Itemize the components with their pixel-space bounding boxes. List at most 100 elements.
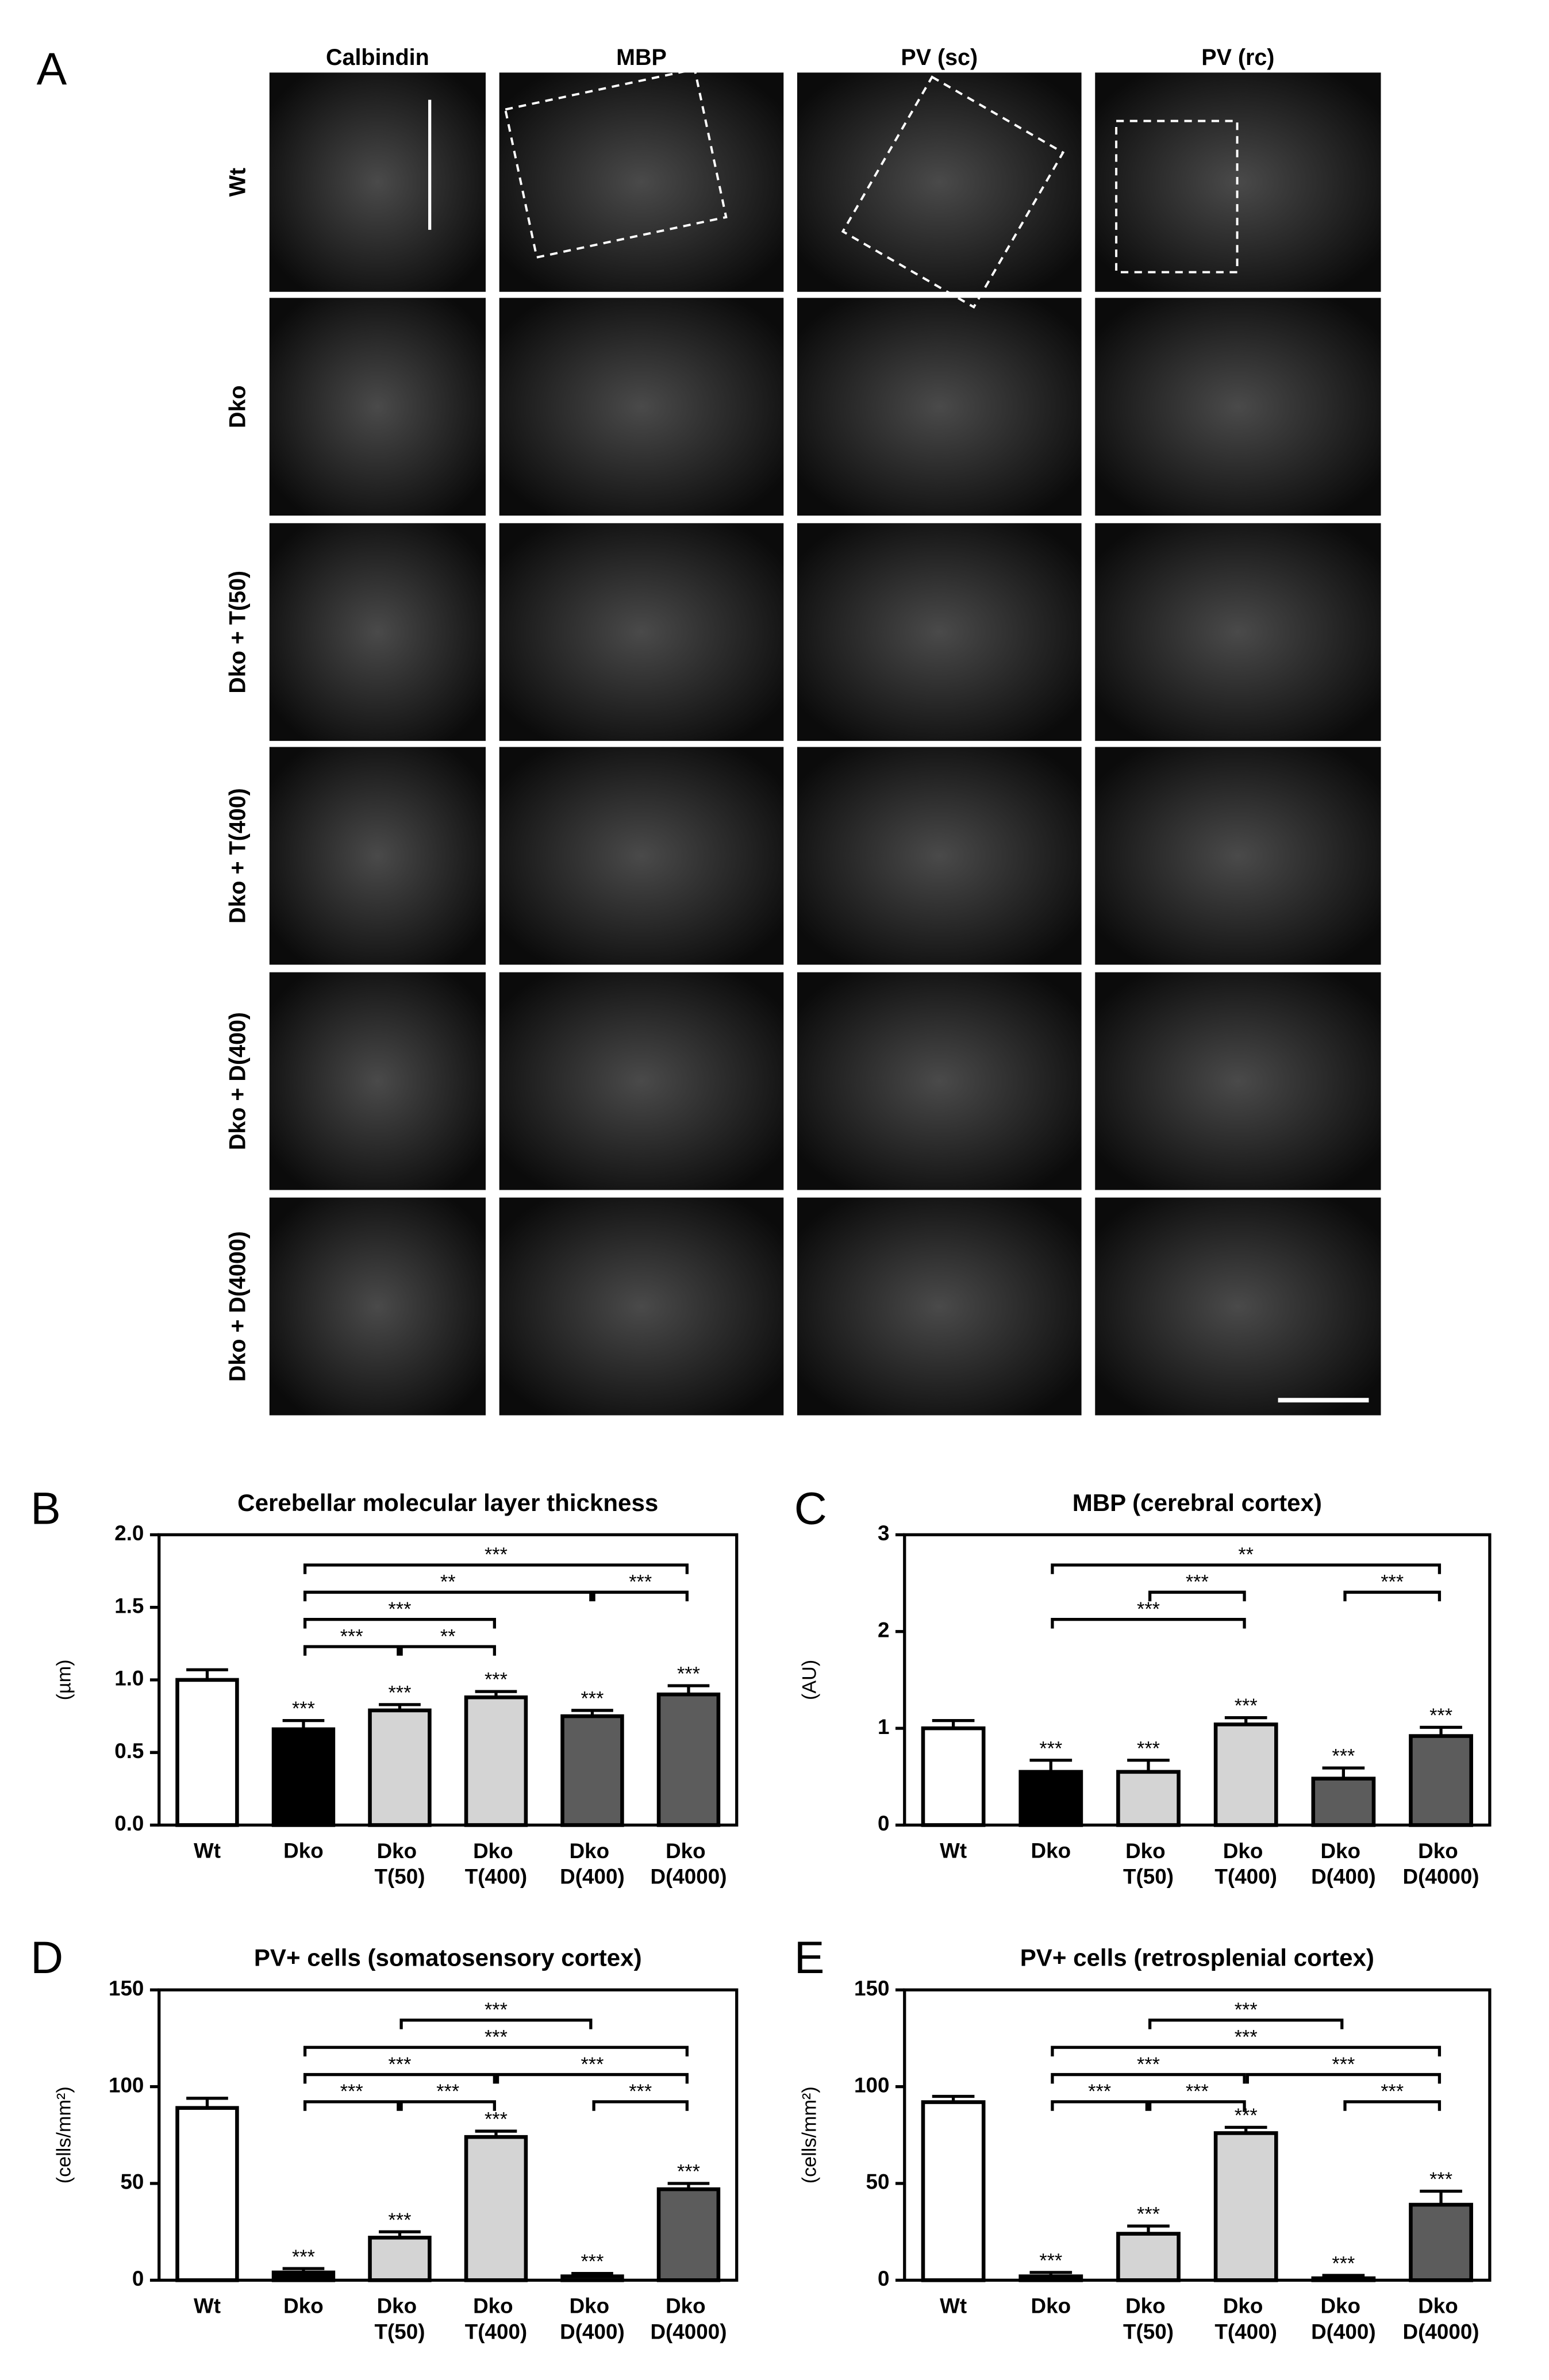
x-tick-label: Dko (1031, 1839, 1071, 1863)
micrograph (797, 972, 1082, 1190)
bracket-label: *** (1137, 1598, 1160, 1620)
row-label: Wt (225, 168, 251, 197)
column-heading: Calbindin (326, 45, 429, 70)
y-tick-label: 1 (878, 1715, 889, 1739)
significance: *** (1429, 1705, 1452, 1727)
bar (368, 1708, 432, 1827)
bracket-label: *** (485, 1999, 508, 2021)
row-label: Dko + D(400) (225, 1012, 251, 1150)
column-heading: PV (sc) (901, 45, 978, 70)
y-tick-label: 1.5 (114, 1594, 144, 1617)
significance-bracket (495, 2073, 689, 2084)
bracket-label: ** (440, 1571, 456, 1593)
y-axis-label: (cells/mm²) (53, 2086, 75, 2183)
significance: *** (677, 2161, 700, 2183)
significance-bracket (592, 1590, 689, 1602)
x-tick-label: Dko (1031, 2294, 1071, 2317)
panel-letter: A (37, 44, 67, 94)
significance: *** (485, 1669, 508, 1691)
bar (464, 2135, 528, 2282)
significance-bracket (1051, 2073, 1246, 2084)
significance-bracket (399, 2100, 496, 2111)
significance: *** (389, 2209, 412, 2231)
micrograph (269, 72, 486, 292)
bracket-label: *** (1235, 1999, 1258, 2021)
bracket-label: *** (1186, 2081, 1209, 2102)
bracket-label: *** (485, 2026, 508, 2048)
y-tick-label: 50 (120, 2170, 144, 2194)
bar (464, 1695, 528, 1827)
plot-frame (157, 1988, 739, 2282)
significance: *** (581, 1688, 604, 1710)
bar (560, 1714, 624, 1827)
significance: *** (1235, 1695, 1258, 1717)
significance-bracket (1246, 2073, 1442, 2084)
roi-box (841, 75, 1065, 309)
bar (271, 2270, 336, 2282)
significance: *** (389, 1682, 412, 1704)
significance-bracket (1051, 2046, 1442, 2056)
micrograph (269, 298, 486, 516)
significance-bracket (1051, 1618, 1246, 1629)
bar (1311, 2276, 1376, 2282)
x-tick-label: Dko D(4000) (650, 1839, 727, 1889)
bracket-label: *** (1186, 1571, 1209, 1593)
plot-frame (903, 1988, 1492, 2282)
micrograph (269, 523, 486, 741)
y-tick-label: 100 (109, 2073, 144, 2097)
y-tick-label: 2.0 (114, 1521, 144, 1545)
plot-frame (903, 1533, 1492, 1827)
bar (1409, 1734, 1473, 1827)
y-tick-label: 1.0 (114, 1667, 144, 1690)
micrograph (499, 72, 784, 292)
bar (175, 1678, 239, 1827)
bracket-label: *** (436, 2081, 459, 2102)
panel-letter: C (794, 1483, 827, 1534)
bar (1018, 2274, 1083, 2282)
bracket-label: *** (1381, 1571, 1404, 1593)
y-tick-label: 0 (132, 2267, 144, 2290)
significance-bracket (1148, 2018, 1344, 2029)
significance-bracket (1051, 2100, 1148, 2111)
y-tick-label: 0 (878, 2267, 889, 2290)
bracket-label: *** (1381, 2081, 1404, 2102)
y-tick-label: 0.0 (114, 1812, 144, 1835)
panel-letter: E (794, 1932, 825, 1983)
significance: *** (1137, 1737, 1160, 1759)
bar (1311, 1777, 1376, 1827)
bracket-label: *** (340, 1625, 363, 1647)
y-tick-label: 3 (878, 1521, 889, 1545)
x-tick-label: Dko T(400) (465, 1839, 527, 1889)
significance-bracket (303, 2046, 689, 2056)
micrograph (1095, 1197, 1381, 1416)
x-tick-label: Dko D(400) (560, 2294, 625, 2343)
y-axis-label: (cells/mm²) (799, 2086, 821, 2183)
chart-title: Cerebellar molecular layer thickness (237, 1489, 658, 1516)
bracket-label: *** (581, 2054, 604, 2075)
y-tick-label: 2 (878, 1618, 889, 1641)
bar (271, 1727, 336, 1827)
micrograph (797, 523, 1082, 741)
bracket-label: *** (1137, 2054, 1160, 2075)
bar (1018, 1770, 1083, 1827)
x-tick-label: Dko D(4000) (1403, 1839, 1479, 1889)
micrograph (1095, 298, 1381, 516)
significance: *** (677, 1663, 700, 1685)
bracket-label: *** (485, 1544, 508, 1566)
x-tick-label: Dko D(4000) (650, 2294, 727, 2343)
row-label: Dko + T(50) (225, 571, 251, 694)
significance: *** (485, 2109, 508, 2131)
bracket-label: ** (440, 1625, 456, 1647)
roi-box (503, 68, 728, 259)
bar (1213, 1722, 1278, 1827)
bracket-label: *** (629, 2081, 652, 2102)
chart-title: PV+ cells (somatosensory cortex) (254, 1944, 642, 1971)
y-tick-label: 150 (109, 1977, 144, 2000)
bar (921, 2100, 986, 2282)
x-tick-label: Dko (283, 2294, 324, 2317)
significance-bracket (592, 2100, 689, 2111)
bracket-label: *** (629, 1571, 652, 1593)
micrograph (797, 747, 1082, 965)
